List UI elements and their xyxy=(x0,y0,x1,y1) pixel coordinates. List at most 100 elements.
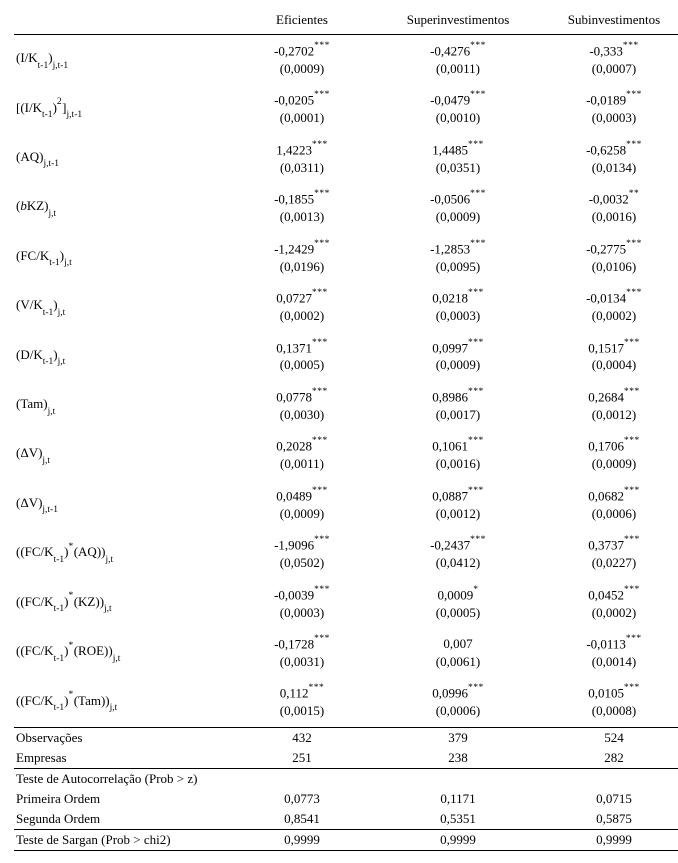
coef-cell: -0,0039***(0,0003) xyxy=(224,579,380,628)
ac2-row: Segunda Ordem0,85410,53510,5875 xyxy=(14,809,678,830)
coef-cell: -1,2853***(0,0095) xyxy=(380,233,536,282)
coef-cell: 0,0452***(0,0002) xyxy=(536,579,678,628)
table-row: ((FC/Kt-1)*(ROE))j,t-0,1728***(0,0031)0,… xyxy=(14,628,678,677)
footer-value: 0,9999 xyxy=(224,829,380,850)
row-label: (ΔV)j,t-1 xyxy=(14,480,224,529)
footer-value: 0,9999 xyxy=(536,829,678,850)
footer-label: Teste de Autocorrelação (Prob > z) xyxy=(14,768,224,789)
table-row: (FC/Kt-1)j,t-1,2429***(0,0196)-1,2853***… xyxy=(14,233,678,282)
ac-title-row: Teste de Autocorrelação (Prob > z) xyxy=(14,768,678,789)
coef-cell: -0,2437***(0,0412) xyxy=(380,529,536,578)
footer-label: Empresas xyxy=(14,748,224,769)
coef-cell: -1,2429***(0,0196) xyxy=(224,233,380,282)
coef-cell: 0,0682***(0,0006) xyxy=(536,480,678,529)
coef-cell: 0,1517***(0,0004) xyxy=(536,332,678,381)
table-row: (ΔV)j,t0,2028***(0,0011)0,1061***(0,0016… xyxy=(14,430,678,479)
coef-cell: 0,3737***(0,0227) xyxy=(536,529,678,578)
coef-cell: -0,0479***(0,0010) xyxy=(380,84,536,133)
coef-cell: -0,2775***(0,0106) xyxy=(536,233,678,282)
row-label: (ΔV)j,t xyxy=(14,430,224,479)
row-label: (I/Kt-1)j,t-1 xyxy=(14,35,224,85)
footer-value: 0,9999 xyxy=(380,829,536,850)
coef-cell: 0,0009*(0,0005) xyxy=(380,579,536,628)
footer-value: 524 xyxy=(536,727,678,748)
coef-cell: 0,2028***(0,0011) xyxy=(224,430,380,479)
coef-cell: 0,0218***(0,0003) xyxy=(380,282,536,331)
footer-label: Teste de Sargan (Prob > chi2) xyxy=(14,829,224,850)
coef-cell: -0,4276***(0,0011) xyxy=(380,35,536,85)
table-header-row: Eficientes Superinvestimentos Subinvesti… xyxy=(14,12,678,35)
coef-cell: 0,0489***(0,0009) xyxy=(224,480,380,529)
table-row: [(I/Kt-1)2]j,t-1-0,0205***(0,0001)-0,047… xyxy=(14,84,678,133)
coef-cell: 0,1061***(0,0016) xyxy=(380,430,536,479)
table-row: (V/Kt-1)j,t0,0727***(0,0002)0,0218***(0,… xyxy=(14,282,678,331)
row-label: [(I/Kt-1)2]j,t-1 xyxy=(14,84,224,133)
row-label: ((FC/Kt-1)*(AQ))j,t xyxy=(14,529,224,578)
footer-label: Segunda Ordem xyxy=(14,809,224,830)
coef-cell: -1,9096***(0,0502) xyxy=(224,529,380,578)
coef-cell: 1,4223***(0,0311) xyxy=(224,134,380,183)
header-super: Superinvestimentos xyxy=(380,12,536,35)
coef-cell: -0,333***(0,0007) xyxy=(536,35,678,85)
coef-cell: -0,1855***(0,0013) xyxy=(224,183,380,232)
coef-cell: 0,1706***(0,0009) xyxy=(536,430,678,479)
table-row: (bKZ)j,t-0,1855***(0,0013)-0,0506***(0,0… xyxy=(14,183,678,232)
coef-cell: -0,0189***(0,0003) xyxy=(536,84,678,133)
coef-cell: 1,4485***(0,0351) xyxy=(380,134,536,183)
table-row: (D/Kt-1)j,t0,1371***(0,0005)0,0997***(0,… xyxy=(14,332,678,381)
footer-value: 0,8541 xyxy=(224,809,380,830)
footer-value xyxy=(224,768,380,789)
coef-cell: 0,0997***(0,0009) xyxy=(380,332,536,381)
row-label: (V/Kt-1)j,t xyxy=(14,282,224,331)
row-label: (FC/Kt-1)j,t xyxy=(14,233,224,282)
coef-cell: 0,112***(0,0015) xyxy=(224,677,380,727)
coef-cell: -0,2702***(0,0009) xyxy=(224,35,380,85)
footer-label: Observações xyxy=(14,727,224,748)
footer-value: 238 xyxy=(380,748,536,769)
footer-value: 282 xyxy=(536,748,678,769)
row-label: (AQ)j,t-1 xyxy=(14,134,224,183)
coef-cell: 0,0727***(0,0002) xyxy=(224,282,380,331)
coef-cell: 0,2684***(0,0012) xyxy=(536,381,678,430)
coef-cell: 0,0778***(0,0030) xyxy=(224,381,380,430)
row-label: (bKZ)j,t xyxy=(14,183,224,232)
footer-value: 251 xyxy=(224,748,380,769)
footer-label: Primeira Ordem xyxy=(14,789,224,809)
coef-cell: 0,1371***(0,0005) xyxy=(224,332,380,381)
sargan-row: Teste de Sargan (Prob > chi2)0,99990,999… xyxy=(14,829,678,850)
footer-value xyxy=(380,768,536,789)
row-label: ((FC/Kt-1)*(KZ))j,t xyxy=(14,579,224,628)
firms-row: Empresas251238282 xyxy=(14,748,678,769)
table-row: (I/Kt-1)j,t-1-0,2702***(0,0009)-0,4276**… xyxy=(14,35,678,85)
obs-row: Observações432379524 xyxy=(14,727,678,748)
header-blank xyxy=(14,12,224,35)
coef-cell: 0,0105***(0,0008) xyxy=(536,677,678,727)
row-label: ((FC/Kt-1)*(Tam))j,t xyxy=(14,677,224,727)
table-row: ((FC/Kt-1)*(KZ))j,t-0,0039***(0,0003)0,0… xyxy=(14,579,678,628)
footer-value: 0,1171 xyxy=(380,789,536,809)
footer-value: 0,0773 xyxy=(224,789,380,809)
footer-value: 0,5875 xyxy=(536,809,678,830)
table-row: (AQ)j,t-11,4223***(0,0311)1,4485***(0,03… xyxy=(14,134,678,183)
row-label: ((FC/Kt-1)*(ROE))j,t xyxy=(14,628,224,677)
coef-cell: 0,007(0,0061) xyxy=(380,628,536,677)
row-label: (Tam)j,t xyxy=(14,381,224,430)
coef-cell: -0,0506***(0,0009) xyxy=(380,183,536,232)
header-sub: Subinvestimentos xyxy=(536,12,678,35)
header-eficientes: Eficientes xyxy=(224,12,380,35)
footer-value: 379 xyxy=(380,727,536,748)
footer-value: 432 xyxy=(224,727,380,748)
table-row: (ΔV)j,t-10,0489***(0,0009)0,0887***(0,00… xyxy=(14,480,678,529)
footer-value: 0,5351 xyxy=(380,809,536,830)
ac1-row: Primeira Ordem0,07730,11710,0715 xyxy=(14,789,678,809)
footer-value: 0,0715 xyxy=(536,789,678,809)
table-row: ((FC/Kt-1)*(AQ))j,t-1,9096***(0,0502)-0,… xyxy=(14,529,678,578)
table-row: (Tam)j,t0,0778***(0,0030)0,8986***(0,001… xyxy=(14,381,678,430)
coef-cell: -0,0113***(0,0014) xyxy=(536,628,678,677)
row-label: (D/Kt-1)j,t xyxy=(14,332,224,381)
coef-cell: -0,0032**(0,0016) xyxy=(536,183,678,232)
coef-cell: 0,0887***(0,0012) xyxy=(380,480,536,529)
coef-cell: 0,8986***(0,0017) xyxy=(380,381,536,430)
regression-table: Eficientes Superinvestimentos Subinvesti… xyxy=(14,12,678,851)
coef-cell: 0,0996***(0,0006) xyxy=(380,677,536,727)
